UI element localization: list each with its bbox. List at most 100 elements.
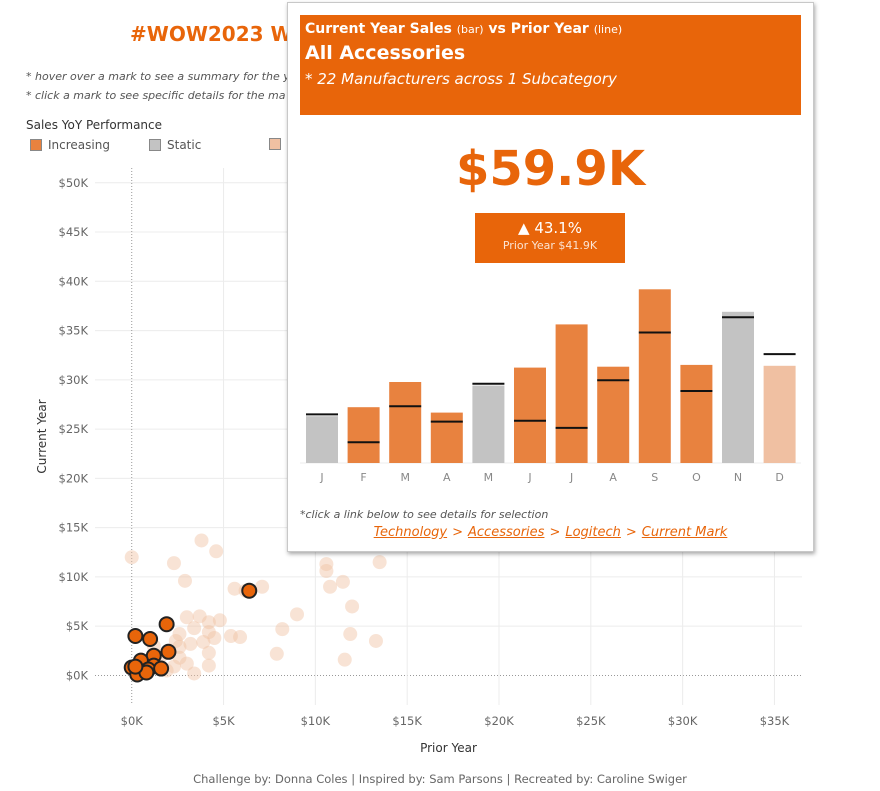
- header-bar-note: (bar): [456, 23, 484, 36]
- scatter-point-faded[interactable]: [187, 666, 202, 681]
- month-label: O: [692, 471, 701, 484]
- scatter-point-faded[interactable]: [368, 633, 383, 648]
- scatter-point-faded[interactable]: [166, 659, 181, 674]
- month-bar[interactable]: [306, 416, 338, 463]
- month-label: M: [484, 471, 494, 484]
- scatter-point-faded[interactable]: [255, 579, 270, 594]
- scatter-point-faded[interactable]: [275, 622, 290, 637]
- scatter-point-highlighted[interactable]: [153, 660, 170, 677]
- scatter-point-faded[interactable]: [196, 634, 211, 649]
- month-bar[interactable]: [763, 365, 796, 463]
- month-label: M: [400, 471, 410, 484]
- scatter-point-highlighted[interactable]: [160, 643, 177, 660]
- month-bar[interactable]: [680, 364, 713, 463]
- header-line-note: (line): [593, 23, 623, 36]
- scatter-point-faded[interactable]: [183, 636, 198, 651]
- legend-label-increasing: Increasing: [48, 138, 110, 152]
- y-tick-label: $30K: [59, 373, 89, 387]
- scatter-point-highlighted[interactable]: [127, 658, 144, 675]
- x-tick-label: $25K: [576, 714, 606, 728]
- month-bar[interactable]: [597, 366, 630, 463]
- scatter-point-faded[interactable]: [323, 579, 338, 594]
- breadcrumb-logitech[interactable]: Logitech: [565, 525, 621, 540]
- month-bar[interactable]: [638, 289, 671, 463]
- breadcrumb: Technology > Accessories > Logitech > Current …: [288, 525, 813, 540]
- x-axis-title: Prior Year: [420, 741, 477, 755]
- scatter-point-faded[interactable]: [335, 574, 350, 589]
- scatter-point-highlighted[interactable]: [241, 582, 258, 599]
- month-bar[interactable]: [472, 385, 505, 463]
- x-tick-label: $5K: [212, 714, 235, 728]
- header-prior-year-label: vs Prior Year: [488, 21, 589, 37]
- breadcrumb-accessories[interactable]: Accessories: [468, 525, 545, 540]
- header-current-year-label: Current Year Sales: [305, 21, 452, 37]
- legend-item-static[interactable]: Static: [149, 138, 201, 152]
- scatter-point-faded[interactable]: [233, 630, 248, 645]
- scatter-point-faded[interactable]: [179, 610, 194, 625]
- legend-item-decreasing[interactable]: [269, 138, 287, 150]
- scatter-point-faded[interactable]: [290, 607, 304, 622]
- legend-title: Sales YoY Performance: [26, 118, 163, 132]
- y-tick-label: $35K: [59, 324, 89, 338]
- legend-item-increasing[interactable]: Increasing: [30, 138, 110, 152]
- scatter-point-faded[interactable]: [319, 563, 334, 578]
- scatter-point-faded[interactable]: [201, 615, 216, 630]
- month-bar[interactable]: [430, 412, 463, 463]
- scatter-point-faded[interactable]: [166, 556, 181, 571]
- scatter-point-faded[interactable]: [343, 627, 358, 642]
- y-tick-label: $5K: [66, 619, 89, 633]
- yoy-change-badge: ▲ 43.1% Prior Year $41.9K: [475, 213, 625, 263]
- scatter-point-faded[interactable]: [168, 633, 183, 648]
- x-tick-label: $10K: [301, 714, 331, 728]
- scatter-point-faded[interactable]: [124, 550, 139, 565]
- scatter-point-highlighted[interactable]: [142, 630, 159, 647]
- month-bar[interactable]: [555, 324, 588, 463]
- scatter-point-highlighted[interactable]: [158, 616, 175, 633]
- month-bar[interactable]: [514, 367, 546, 463]
- prior-year-value: Prior Year $41.9K: [502, 239, 598, 252]
- scatter-point-highlighted[interactable]: [127, 628, 144, 645]
- month-bar[interactable]: [722, 311, 754, 463]
- scatter-point-faded[interactable]: [194, 533, 209, 548]
- scatter-point-faded[interactable]: [201, 658, 216, 673]
- month-label: J: [527, 471, 531, 484]
- x-tick-label: $30K: [668, 714, 698, 728]
- scatter-point-faded[interactable]: [227, 581, 242, 596]
- y-tick-label: $10K: [59, 570, 89, 584]
- credits-footer: Challenge by: Donna Coles | Inspired by:…: [193, 772, 687, 786]
- scatter-point-faded[interactable]: [179, 656, 194, 671]
- scatter-point-faded[interactable]: [201, 625, 216, 640]
- month-label: J: [569, 471, 573, 484]
- breadcrumb-current-mark[interactable]: Current Mark: [641, 525, 728, 540]
- breadcrumb-technology[interactable]: Technology: [373, 525, 448, 540]
- scatter-point-faded[interactable]: [319, 557, 334, 572]
- y-tick-label: $15K: [59, 521, 89, 535]
- scatter-point-faded[interactable]: [209, 544, 224, 559]
- scatter-point-faded[interactable]: [177, 573, 192, 588]
- scatter-point-faded[interactable]: [372, 555, 387, 570]
- scatter-point-faded[interactable]: [223, 629, 238, 644]
- month-label: N: [734, 471, 742, 484]
- x-tick-label: $0K: [121, 714, 144, 728]
- scatter-point-faded[interactable]: [201, 645, 216, 660]
- scatter-point-faded[interactable]: [172, 627, 187, 642]
- legend-label-static: Static: [167, 138, 202, 152]
- month-bar[interactable]: [347, 407, 380, 463]
- summary-tooltip: Current Year Sales (bar) vs Prior Year (…: [287, 2, 814, 552]
- scatter-point-faded[interactable]: [269, 646, 284, 661]
- y-tick-label: $0K: [66, 668, 89, 682]
- scatter-point-faded[interactable]: [207, 630, 222, 645]
- scatter-point-faded[interactable]: [212, 613, 227, 628]
- month-label: F: [360, 471, 366, 484]
- scatter-point-faded[interactable]: [192, 609, 207, 624]
- scatter-point-faded[interactable]: [345, 599, 360, 614]
- breadcrumb-separator: >: [452, 525, 464, 540]
- legend-swatch-static: [149, 139, 161, 151]
- month-label: A: [443, 471, 451, 484]
- month-bar[interactable]: [389, 382, 422, 463]
- scatter-point-faded[interactable]: [187, 621, 202, 636]
- legend-swatch-decreasing: [269, 138, 281, 150]
- scatter-point-faded[interactable]: [337, 652, 352, 667]
- yoy-percent: ▲ 43.1%: [518, 219, 582, 237]
- month-label: S: [651, 471, 658, 484]
